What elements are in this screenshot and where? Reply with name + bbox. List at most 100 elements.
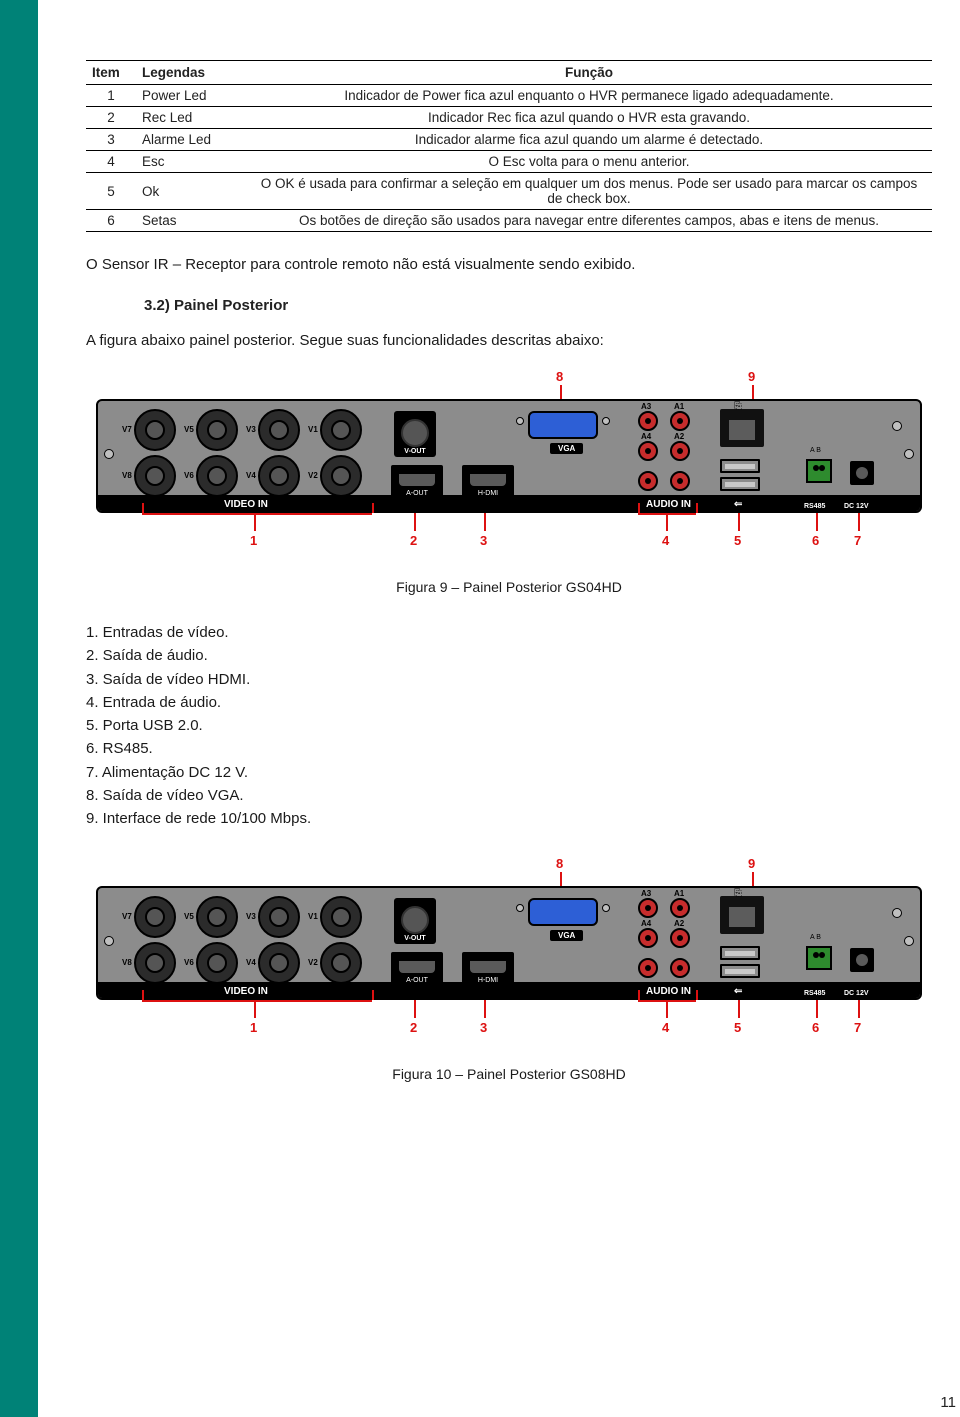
lbl: A4: [641, 432, 651, 441]
rca-a2: [670, 441, 690, 461]
bnc-v4: [258, 455, 300, 497]
table-row: 5OkO OK é usada para confirmar a seleção…: [86, 173, 932, 210]
cl: [484, 1000, 486, 1018]
cell-leg: Esc: [136, 151, 246, 173]
ground: [892, 421, 902, 431]
cell-item: 6: [86, 210, 136, 232]
lbl: V5: [184, 425, 194, 434]
rca: [670, 958, 690, 978]
sensor-ir-note: O Sensor IR – Receptor para controle rem…: [86, 254, 932, 275]
lbl: V4: [246, 471, 256, 480]
port-list-item: 2. Saída de áudio.: [86, 644, 932, 667]
hdmi-port: H-DMI: [462, 465, 514, 499]
bnc: [196, 942, 238, 984]
cell-func: Indicador de Power fica azul enquanto o …: [246, 85, 932, 107]
screw: [104, 449, 114, 459]
vout-label: V-OUT: [394, 448, 436, 455]
eth-icon: ⎘: [734, 888, 742, 899]
cl: [858, 1000, 860, 1018]
table-row: 2Rec LedIndicador Rec fica azul quando o…: [86, 107, 932, 129]
cl: [254, 513, 256, 531]
rs485-label: RS485: [804, 503, 825, 510]
cb: 4: [662, 1020, 669, 1035]
lbl: V2: [308, 958, 318, 967]
rca: [638, 928, 658, 948]
lbl: A2: [674, 432, 684, 441]
caption-fig9: Figura 9 – Painel Posterior GS04HD: [86, 579, 932, 595]
lbl: V6: [184, 471, 194, 480]
usb-icon: ⇐: [734, 986, 742, 997]
lbl: V2: [308, 471, 318, 480]
lbl: V8: [122, 471, 132, 480]
cell-func: Indicador Rec fica azul quando o HVR est…: [246, 107, 932, 129]
a-out: A-OUT: [391, 465, 443, 499]
cb: 2: [410, 1020, 417, 1035]
usb-port: [720, 459, 760, 473]
v-out: V-OUT: [394, 411, 436, 457]
bnc-v8: [134, 455, 176, 497]
bnc: [258, 896, 300, 938]
usb-icon: ⇐: [734, 499, 742, 510]
bnc-v5: [196, 409, 238, 451]
callout-8b: 8: [556, 856, 563, 871]
bottom-strip: VIDEO IN AUDIO IN ⇐ RS485 DC 12V: [98, 495, 920, 511]
screw: [104, 936, 114, 946]
vga: [528, 898, 598, 926]
cl: [696, 503, 698, 513]
cl: [254, 1000, 256, 1018]
callout-8: 8: [556, 369, 563, 384]
port-list-item: 9. Interface de rede 10/100 Mbps.: [86, 807, 932, 830]
lbl: VIDEO IN: [224, 986, 268, 997]
lbl: V1: [308, 425, 318, 434]
rear-panel: V7 V5 V3 V1 V8 V6 V4 V2 V-OUT A-OUT H-DM…: [96, 399, 922, 513]
cell-item: 1: [86, 85, 136, 107]
v-out: V-OUT: [394, 898, 436, 944]
cl: [414, 513, 416, 531]
strip: VIDEO IN AUDIO IN ⇐ RS485 DC 12V: [98, 982, 920, 998]
cl: [372, 503, 374, 513]
cl: [142, 503, 144, 513]
lbl: A1: [674, 889, 684, 898]
section-title: 3.2) Painel Posterior: [144, 297, 932, 314]
bnc-v3: [258, 409, 300, 451]
cell-leg: Rec Led: [136, 107, 246, 129]
port-list-item: 6. RS485.: [86, 737, 932, 760]
cb: 7: [854, 1020, 861, 1035]
table-row: 1Power LedIndicador de Power fica azul e…: [86, 85, 932, 107]
port-list-item: 8. Saída de vídeo VGA.: [86, 784, 932, 807]
rca: [638, 471, 658, 491]
caption-fig10: Figura 10 – Painel Posterior GS08HD: [86, 1066, 932, 1082]
audio-in-label: AUDIO IN: [646, 499, 691, 510]
cell-func: O OK é usada para confirmar a seleção em…: [246, 173, 932, 210]
cl: [696, 990, 698, 1000]
rca: [638, 898, 658, 918]
lbl: V7: [122, 912, 132, 921]
page-number: 11: [940, 1394, 956, 1411]
cb1: 1: [250, 533, 257, 548]
cl: [666, 513, 668, 531]
table-row: 4EscO Esc volta para o menu anterior.: [86, 151, 932, 173]
lbl: VGA: [550, 930, 583, 941]
screw: [904, 449, 914, 459]
lbl: A1: [674, 402, 684, 411]
rs485-ab: A B: [810, 447, 821, 454]
lbl: A4: [641, 919, 651, 928]
rca: [670, 898, 690, 918]
cb: 1: [250, 1020, 257, 1035]
callout-9b: 9: [748, 856, 755, 871]
lbl: A3: [641, 889, 651, 898]
usb-port: [720, 477, 760, 491]
screw: [516, 417, 524, 425]
cell-item: 5: [86, 173, 136, 210]
screw: [904, 936, 914, 946]
screw: [516, 904, 524, 912]
sidebar-accent: [0, 0, 38, 1417]
usb: [720, 964, 760, 978]
th-leg: Legendas: [136, 61, 246, 85]
bnc-v7: [134, 409, 176, 451]
rca: [638, 958, 658, 978]
lbl: V1: [308, 912, 318, 921]
ground: [892, 908, 902, 918]
cl: [738, 1000, 740, 1018]
cell-item: 2: [86, 107, 136, 129]
